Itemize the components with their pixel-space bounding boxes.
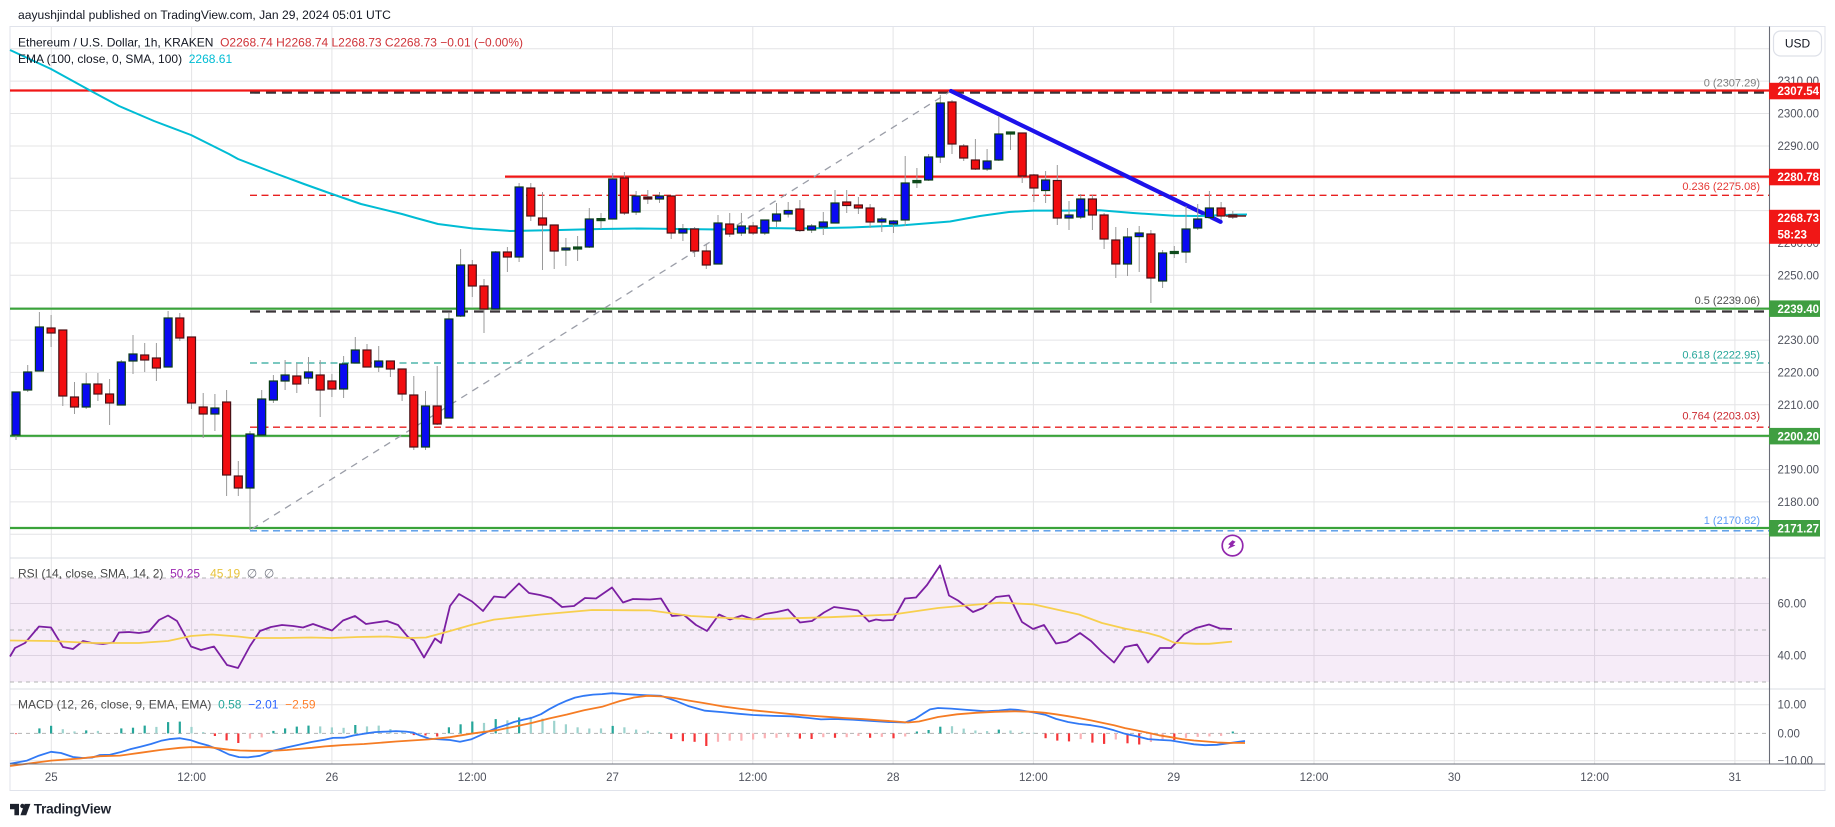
svg-text:0.5 (2239.06): 0.5 (2239.06) bbox=[1695, 295, 1760, 307]
svg-text:2230.00: 2230.00 bbox=[1778, 335, 1820, 347]
svg-text:USD: USD bbox=[1785, 37, 1811, 51]
svg-text:0.00: 0.00 bbox=[1778, 728, 1800, 740]
svg-text:40.00: 40.00 bbox=[1778, 651, 1807, 663]
svg-text:2239.40: 2239.40 bbox=[1778, 304, 1820, 316]
svg-text:12:00: 12:00 bbox=[458, 772, 487, 784]
svg-text:2180.00: 2180.00 bbox=[1778, 497, 1820, 509]
svg-text:MACD (12, 26, close, 9, EMA, E: MACD (12, 26, close, 9, EMA, EMA) 0.58 −… bbox=[18, 698, 316, 712]
svg-text:2290.00: 2290.00 bbox=[1778, 141, 1820, 153]
svg-text:1 (2170.82): 1 (2170.82) bbox=[1704, 515, 1760, 527]
svg-text:2280.78: 2280.78 bbox=[1778, 172, 1820, 184]
svg-text:0.618 (2222.95): 0.618 (2222.95) bbox=[1682, 350, 1760, 362]
svg-text:2220.00: 2220.00 bbox=[1778, 367, 1820, 379]
svg-text:30: 30 bbox=[1448, 772, 1461, 784]
svg-text:29: 29 bbox=[1167, 772, 1180, 784]
svg-text:0.764 (2203.03): 0.764 (2203.03) bbox=[1682, 411, 1760, 423]
svg-text:aayushjindal published on Trad: aayushjindal published on TradingView.co… bbox=[18, 8, 391, 22]
svg-text:0.236 (2275.08): 0.236 (2275.08) bbox=[1682, 181, 1760, 193]
svg-text:26: 26 bbox=[326, 772, 339, 784]
svg-text:27: 27 bbox=[606, 772, 619, 784]
svg-text:2307.54: 2307.54 bbox=[1778, 86, 1820, 98]
svg-text:28: 28 bbox=[887, 772, 900, 784]
svg-text:10.00: 10.00 bbox=[1778, 700, 1807, 712]
svg-text:TradingView: TradingView bbox=[34, 802, 112, 817]
svg-text:2200.20: 2200.20 bbox=[1778, 431, 1820, 443]
svg-text:RSI (14, close, SMA, 14, 2) 5: RSI (14, close, SMA, 14, 2) 50.25 45.19 … bbox=[18, 567, 274, 581]
svg-text:12:00: 12:00 bbox=[738, 772, 767, 784]
svg-text:2268.73: 2268.73 bbox=[1778, 213, 1820, 225]
svg-text:12:00: 12:00 bbox=[1300, 772, 1329, 784]
svg-text:Ethereum / U.S. Dollar, 1h, KR: Ethereum / U.S. Dollar, 1h, KRAKEN O2268… bbox=[18, 36, 523, 50]
svg-text:−10.00: −10.00 bbox=[1778, 756, 1814, 768]
svg-text:EMA (100, close, 0, SMA, 100): EMA (100, close, 0, SMA, 100) 2268.61 bbox=[18, 52, 232, 66]
svg-text:2210.00: 2210.00 bbox=[1778, 400, 1820, 412]
svg-text:12:00: 12:00 bbox=[177, 772, 206, 784]
svg-text:2300.00: 2300.00 bbox=[1778, 109, 1820, 121]
svg-text:2171.27: 2171.27 bbox=[1778, 523, 1820, 535]
svg-text:31: 31 bbox=[1729, 772, 1742, 784]
svg-text:60.00: 60.00 bbox=[1778, 599, 1807, 611]
svg-text:12:00: 12:00 bbox=[1019, 772, 1048, 784]
svg-text:12:00: 12:00 bbox=[1580, 772, 1609, 784]
svg-text:2190.00: 2190.00 bbox=[1778, 465, 1820, 477]
svg-text:0 (2307.29): 0 (2307.29) bbox=[1704, 78, 1760, 90]
svg-text:58:23: 58:23 bbox=[1778, 230, 1807, 242]
svg-text:2250.00: 2250.00 bbox=[1778, 270, 1820, 282]
svg-text:25: 25 bbox=[45, 772, 58, 784]
